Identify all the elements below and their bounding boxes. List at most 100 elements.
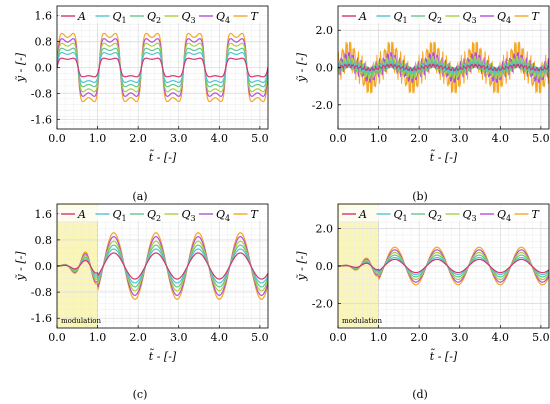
x-tick-label: 5.0 [532,331,550,344]
modulation-label: modulation [61,317,102,325]
legend-label-a: A [77,208,86,221]
legend-label-q3: Q3 [463,10,477,25]
legend-label-t: T [251,10,260,23]
series-line-a [338,258,549,274]
legend-box [58,7,267,23]
x-tick-label: 5.0 [532,132,550,145]
legend: A Q1 Q2 Q3 Q4 T [339,7,548,25]
y-axis-label: ỹ - [-] [14,52,27,83]
legend: A Q1 Q2 Q3 Q4 T [58,7,267,25]
x-tick-label: 1.0 [370,331,388,344]
x-tick-label: 4.0 [211,132,229,145]
y-tick-label: -2.0 [312,99,333,112]
y-tick-label: -0.8 [31,87,52,100]
panel-label: (a) [132,190,147,203]
y-tick-label: 0.0 [35,62,53,75]
x-tick-label: 2.0 [410,331,428,344]
legend-label-q1: Q1 [394,10,408,25]
x-tick-label: 0.0 [329,132,347,145]
legend-box [339,7,548,23]
legend-label-q2: Q2 [147,208,161,223]
y-axis-label: ỹ - [-] [295,251,308,282]
x-tick-label: 3.0 [451,331,469,344]
x-tick-label: 0.0 [48,331,66,344]
panel-label: (d) [412,388,428,401]
legend-label-a: A [358,10,367,23]
legend-label-t: T [251,208,260,221]
x-tick-label: 4.0 [492,132,510,145]
series-lines [57,32,268,103]
y-tick-label: 0.0 [316,62,334,75]
legend-label-q4: Q4 [216,208,230,223]
y-tick-label: 0.0 [35,260,53,273]
legend-label-t: T [532,208,541,221]
legend-label-a: A [77,10,86,23]
series-line-a [338,63,549,72]
legend-box [58,205,267,221]
legend-label-q3: Q3 [182,208,196,223]
legend-label-q4: Q4 [216,10,230,25]
legend-label-q1: Q1 [113,208,127,223]
x-tick-label: 3.0 [170,132,188,145]
x-tick-label: 3.0 [170,331,188,344]
chart-panel-4: 0.0 1.0 2.0 3.0 4.0 5.0 2.0 0.0 -2.0 t̃ - [-] ỹ - … [295,203,550,401]
y-tick-label: 0.0 [316,260,334,273]
x-axis-label: t̃ - [-] [149,150,177,164]
chart-panel-2: 0.0 1.0 2.0 3.0 4.0 5.0 2.0 0.0 -2.0 t̃ - [-] ỹ - … [295,5,550,203]
series-lines [338,41,549,94]
y-tick-label: 1.6 [35,208,53,221]
legend-label-q2: Q2 [428,208,442,223]
legend-label-q2: Q2 [147,10,161,25]
x-tick-label: 2.0 [129,331,147,344]
x-tick-label: 2.0 [129,132,147,145]
y-tick-label: 1.6 [35,10,53,23]
x-tick-label: 5.0 [251,331,269,344]
legend-box [339,205,548,221]
x-axis-label: t̃ - [-] [149,349,177,363]
y-axis-label: ỹ - [-] [295,52,308,83]
y-tick-label: -2.0 [312,298,333,311]
series-line-a [57,57,268,78]
y-tick-label: -1.6 [31,312,52,325]
legend-label-q1: Q1 [113,10,127,25]
legend: A Q1 Q2 Q3 Q4 T [339,205,548,223]
x-axis-label: t̃ - [-] [430,150,458,164]
chart-panel-3: 0.0 1.0 2.0 3.0 4.0 5.0 1.6 0.8 0.0 -0.8 -1.6 t̃ - … [14,203,269,401]
x-axis-label: t̃ - [-] [430,349,458,363]
x-tick-label: 0.0 [48,132,66,145]
legend-label-q3: Q3 [463,208,477,223]
y-tick-label: 2.0 [316,222,334,235]
chart-panel-1: 0.0 1.0 2.0 3.0 4.0 5.0 1.6 0.8 0.0 -0.8 -1.6 t̃ - … [14,5,269,203]
series-line-q2 [338,59,549,76]
x-tick-label: 4.0 [211,331,229,344]
legend-label-q4: Q4 [497,208,511,223]
panel-label: (c) [133,388,148,401]
x-tick-label: 1.0 [89,331,107,344]
x-tick-label: 4.0 [492,331,510,344]
y-tick-label: -1.6 [31,113,52,126]
y-tick-label: 2.0 [316,24,334,37]
series-lines [57,232,268,300]
series-lines [338,246,549,286]
legend-label-q1: Q1 [394,208,408,223]
x-tick-label: 3.0 [451,132,469,145]
x-tick-label: 1.0 [89,132,107,145]
x-tick-label: 5.0 [251,132,269,145]
x-tick-label: 0.0 [329,331,347,344]
legend-label-q2: Q2 [428,10,442,25]
y-tick-label: 0.8 [35,234,53,247]
y-tick-label: 0.8 [35,36,53,49]
modulation-label: modulation [342,317,383,325]
panel-label: (b) [412,190,428,203]
legend: A Q1 Q2 Q3 Q4 T [58,205,267,223]
x-tick-label: 2.0 [410,132,428,145]
series-line-a [57,252,268,280]
legend-label-q4: Q4 [497,10,511,25]
legend-label-t: T [532,10,541,23]
y-tick-label: -0.8 [31,286,52,299]
legend-label-a: A [358,208,367,221]
legend-label-q3: Q3 [182,10,196,25]
y-axis-label: ỹ - [-] [14,251,27,282]
x-tick-label: 1.0 [370,132,388,145]
